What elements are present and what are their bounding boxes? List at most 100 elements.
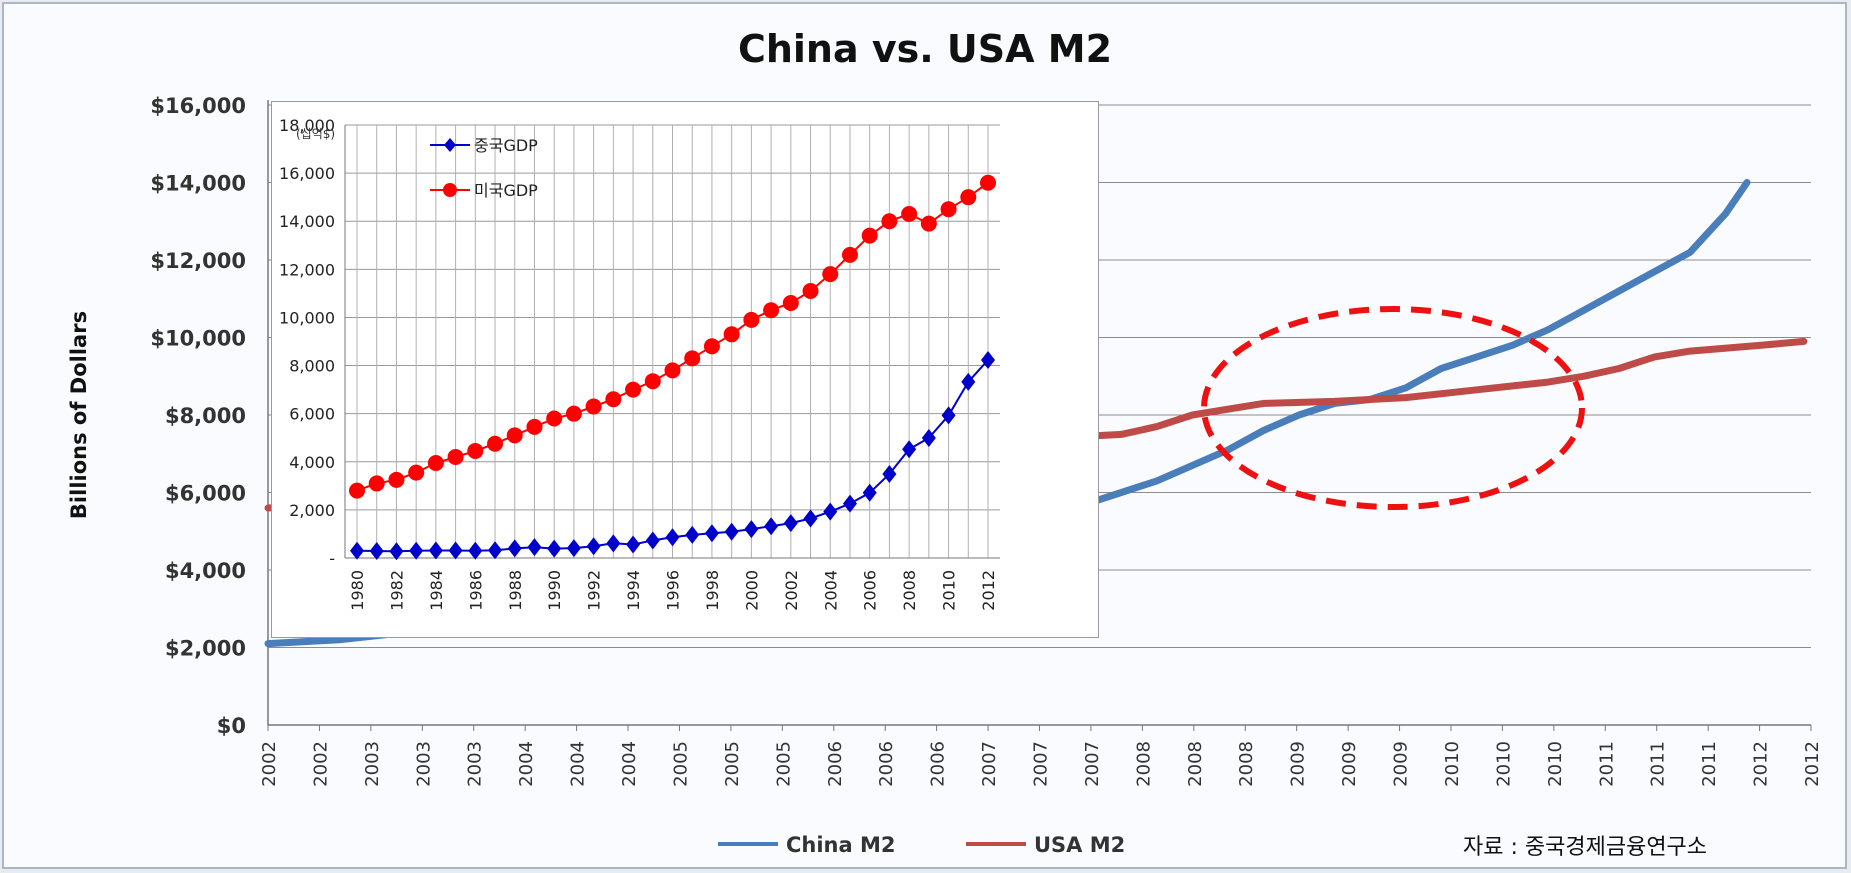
inset-x-tick-label: 2006 — [861, 570, 880, 611]
china-gdp-point — [566, 539, 581, 558]
inset-x-tick-label: 1980 — [348, 570, 367, 611]
china-gdp-point — [941, 406, 956, 425]
x-tick-label: 2005 — [722, 741, 743, 787]
x-tick-label: 2012 — [1751, 741, 1772, 787]
usa-gdp-point — [546, 410, 563, 427]
usa-gdp-point — [625, 381, 642, 398]
inset-x-tick-label: 1994 — [624, 570, 643, 611]
usa-gdp-point — [802, 282, 819, 299]
inset-chart-panel: - 2,000 4,000 6,000 8,000 10,000 12,000 14,000 1… — [271, 101, 1099, 638]
china-gdp-point — [606, 534, 621, 553]
y-tick-label: $4,000 — [165, 559, 246, 583]
usa-gdp-point — [703, 338, 720, 355]
x-tick-label: 2002 — [259, 741, 280, 787]
usa-gdp-point — [487, 435, 504, 452]
source-note: 자료 : 중국경제금융연구소 — [1463, 835, 1708, 860]
china-gdp-point — [803, 509, 818, 528]
y-tick-label: $8,000 — [165, 404, 246, 428]
china-gdp-point — [409, 541, 424, 560]
x-tick-label: 2005 — [773, 741, 794, 787]
x-tick-label: 2009 — [1288, 741, 1309, 787]
x-tick-label: 2007 — [1082, 741, 1103, 787]
china-gdp-point — [626, 535, 641, 554]
x-tick-label: 2011 — [1648, 741, 1669, 787]
china-gdp-point — [547, 539, 562, 558]
inset-x-tick-label: 2012 — [979, 570, 998, 611]
china-gdp-point — [823, 502, 838, 521]
inset-y-tick-label: 10,000 — [279, 308, 335, 327]
usa-gdp-point — [565, 405, 582, 422]
x-tick-label: 2003 — [362, 741, 383, 787]
china-gdp-point — [902, 440, 917, 459]
usa-gdp-point — [644, 373, 661, 390]
inset-x-tick-label: 1982 — [387, 570, 406, 611]
x-tick-label: 2004 — [619, 741, 640, 787]
inset-x-tick-label: 1998 — [703, 570, 722, 611]
china-gdp-point — [704, 524, 719, 543]
inset-x-tick-label: 1992 — [585, 570, 604, 611]
usa-gdp-point — [743, 311, 760, 328]
x-tick-label: 2008 — [1236, 741, 1257, 787]
usa-gdp-point — [980, 174, 996, 191]
chart-title: China vs. USA M2 — [738, 27, 1112, 71]
china-gdp-point — [685, 525, 700, 544]
china-gdp-point — [586, 537, 601, 556]
x-tick-label: 2007 — [979, 741, 1000, 787]
inset-unit-label: (십억$) — [296, 127, 335, 141]
usa-gdp-point — [782, 295, 799, 312]
x-tick-label: 2010 — [1545, 741, 1566, 787]
china-gdp-point — [389, 542, 404, 561]
usa-gdp-point — [467, 442, 484, 459]
china-gdp-point — [350, 541, 364, 560]
x-tick-label: 2009 — [1339, 741, 1360, 787]
y-tick-label: $0 — [217, 714, 246, 738]
inset-y-tick-label: 8,000 — [289, 357, 335, 376]
x-tick-label: 2004 — [516, 741, 537, 787]
usa-gdp-point — [940, 201, 957, 218]
usa-gdp-point — [881, 213, 898, 230]
x-tick-label: 2006 — [876, 741, 897, 787]
x-tick-label: 2010 — [1442, 741, 1463, 787]
usa-gdp-point — [368, 475, 385, 492]
inset-y-tick-label: 16,000 — [279, 164, 335, 183]
usa-gdp-point — [664, 362, 681, 379]
usa-gdp-point — [920, 215, 937, 232]
inset-y-tick-label: 18,000 — [279, 116, 335, 135]
china-gdp-point — [488, 541, 503, 560]
inset-y-tick-label: 12,000 — [279, 260, 335, 279]
usa-gdp-point — [349, 482, 365, 499]
china-gdp-point — [882, 465, 897, 484]
x-tick-label: 2011 — [1596, 741, 1617, 787]
china-gdp-point — [507, 539, 522, 558]
usa-gdp-point — [960, 189, 977, 206]
inset-y-tick-label: 4,000 — [289, 453, 335, 472]
x-tick-label: 2012 — [1802, 741, 1823, 787]
inset-x-tick-label: 1988 — [506, 570, 525, 611]
china-gdp-point — [842, 494, 857, 513]
x-tick-label: 2006 — [928, 741, 949, 787]
usa-gdp-point — [388, 471, 405, 488]
usa-gdp-point — [861, 227, 878, 244]
x-tick-label: 2010 — [1493, 741, 1514, 787]
inset-x-tick-label: 1996 — [664, 570, 683, 611]
china-gdp-point — [448, 541, 463, 560]
x-tick-label: 2006 — [825, 741, 846, 787]
usa-gdp-point — [684, 350, 701, 367]
inset-legend-label: 중국GDP — [474, 136, 538, 155]
china-gdp-point — [428, 541, 443, 560]
usa-gdp-point — [901, 206, 918, 223]
y-tick-label: $6,000 — [165, 482, 246, 506]
usa-gdp-point — [822, 266, 839, 283]
inset-chart: - 2,000 4,000 6,000 8,000 10,000 12,000 14,000 1… — [279, 116, 1000, 611]
china-gdp-point — [665, 528, 680, 547]
china-gdp-point — [862, 483, 877, 502]
china-gdp-point — [645, 531, 660, 550]
inset-x-tick-label: 2002 — [782, 570, 801, 611]
china-gdp-point — [783, 514, 798, 533]
china-gdp-point — [764, 517, 779, 536]
x-tick-label: 2008 — [1185, 741, 1206, 787]
x-tick-label: 2002 — [310, 741, 331, 787]
inset-y-tick-label: 14,000 — [279, 212, 335, 231]
